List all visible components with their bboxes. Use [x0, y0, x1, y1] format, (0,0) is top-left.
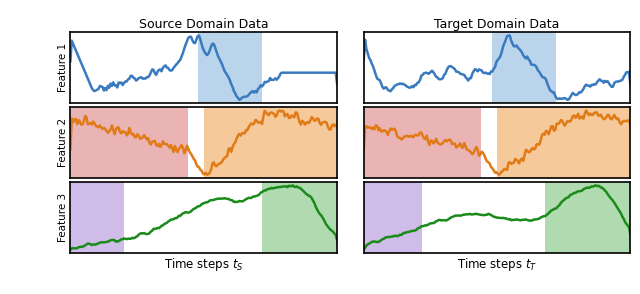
Bar	[262, 182, 337, 253]
Title: Target Domain Data: Target Domain Data	[435, 18, 560, 31]
Y-axis label: Feature 2: Feature 2	[58, 118, 68, 167]
Bar	[70, 107, 188, 178]
Bar	[364, 182, 422, 253]
Y-axis label: Feature 1: Feature 1	[58, 43, 68, 92]
Y-axis label: Feature 3: Feature 3	[58, 193, 68, 242]
Bar	[198, 32, 262, 103]
Bar	[492, 32, 556, 103]
Title: Source Domain Data: Source Domain Data	[139, 18, 269, 31]
Bar	[497, 107, 630, 178]
X-axis label: Time steps $t_S$: Time steps $t_S$	[164, 255, 244, 273]
Bar	[545, 182, 630, 253]
X-axis label: Time steps $t_T$: Time steps $t_T$	[457, 255, 537, 273]
Bar	[204, 107, 337, 178]
Bar	[364, 107, 481, 178]
Bar	[70, 182, 124, 253]
